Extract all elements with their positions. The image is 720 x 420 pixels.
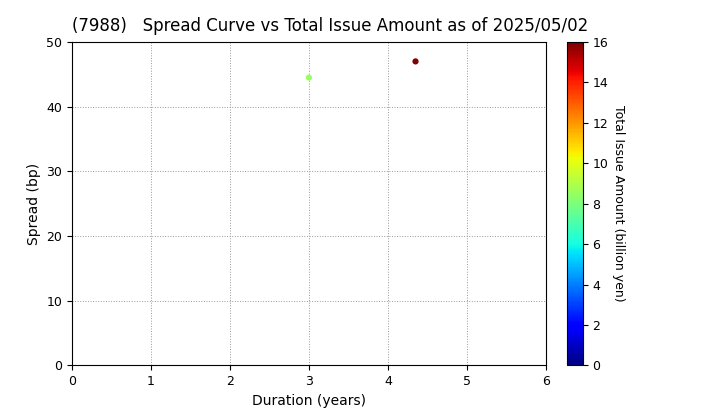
- X-axis label: Duration (years): Duration (years): [252, 394, 366, 408]
- Y-axis label: Total Issue Amount (billion yen): Total Issue Amount (billion yen): [612, 105, 625, 302]
- Point: [303, 74, 315, 81]
- Point: [410, 58, 421, 65]
- Text: (7988)   Spread Curve vs Total Issue Amount as of 2025/05/02: (7988) Spread Curve vs Total Issue Amoun…: [72, 17, 588, 35]
- Y-axis label: Spread (bp): Spread (bp): [27, 163, 41, 245]
